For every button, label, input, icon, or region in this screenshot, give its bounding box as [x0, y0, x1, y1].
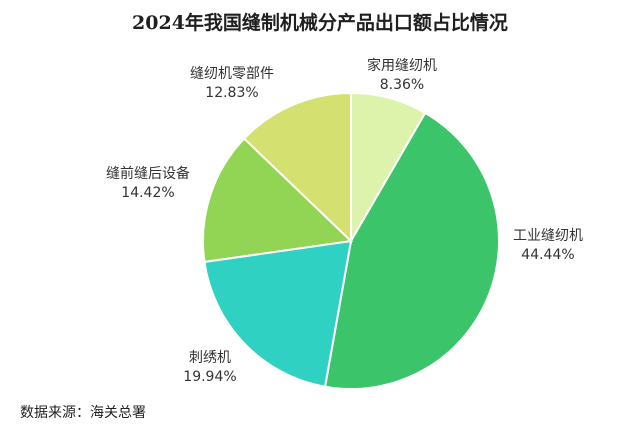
- chart-title: 2024年我国缝制机械分产品出口额占比情况: [132, 12, 508, 34]
- pie-slices: [202, 91, 500, 390]
- slice-label-industrial-sewing-machine: 工业缝纫机: [513, 228, 583, 244]
- slice-label-household-sewing-machine: 家用缝纫机: [367, 57, 437, 74]
- pie-labels: 家用缝纫机 8.36% 工业缝纫机 44.44% 刺绣机 19.94% 缝前缝后设备 14.4…: [106, 57, 583, 385]
- slice-value-household-sewing-machine: 8.36%: [380, 77, 424, 93]
- slice-value-embroidery-machine: 19.94%: [183, 369, 236, 385]
- slice-label-sewing-machine-parts: 缝纫机零部件: [190, 66, 274, 82]
- slice-value-pre-post-sewing-equipment: 14.42%: [121, 185, 174, 201]
- pie-slice-sewing-machine-parts: [242, 91, 352, 244]
- pie-slice-embroidery-machine: [203, 239, 353, 388]
- pie-slice-industrial-sewing-machine: [323, 111, 500, 390]
- slice-label-pre-post-sewing-equipment: 缝前缝后设备: [106, 165, 190, 182]
- source-note: 数据来源：海关总署: [20, 405, 146, 421]
- slice-label-embroidery-machine: 刺绣机: [189, 350, 231, 366]
- slice-value-industrial-sewing-machine: 44.44%: [521, 247, 574, 263]
- slice-value-sewing-machine-parts: 12.83%: [205, 85, 258, 101]
- pie-slice-pre-post-sewing-equipment: [202, 137, 354, 264]
